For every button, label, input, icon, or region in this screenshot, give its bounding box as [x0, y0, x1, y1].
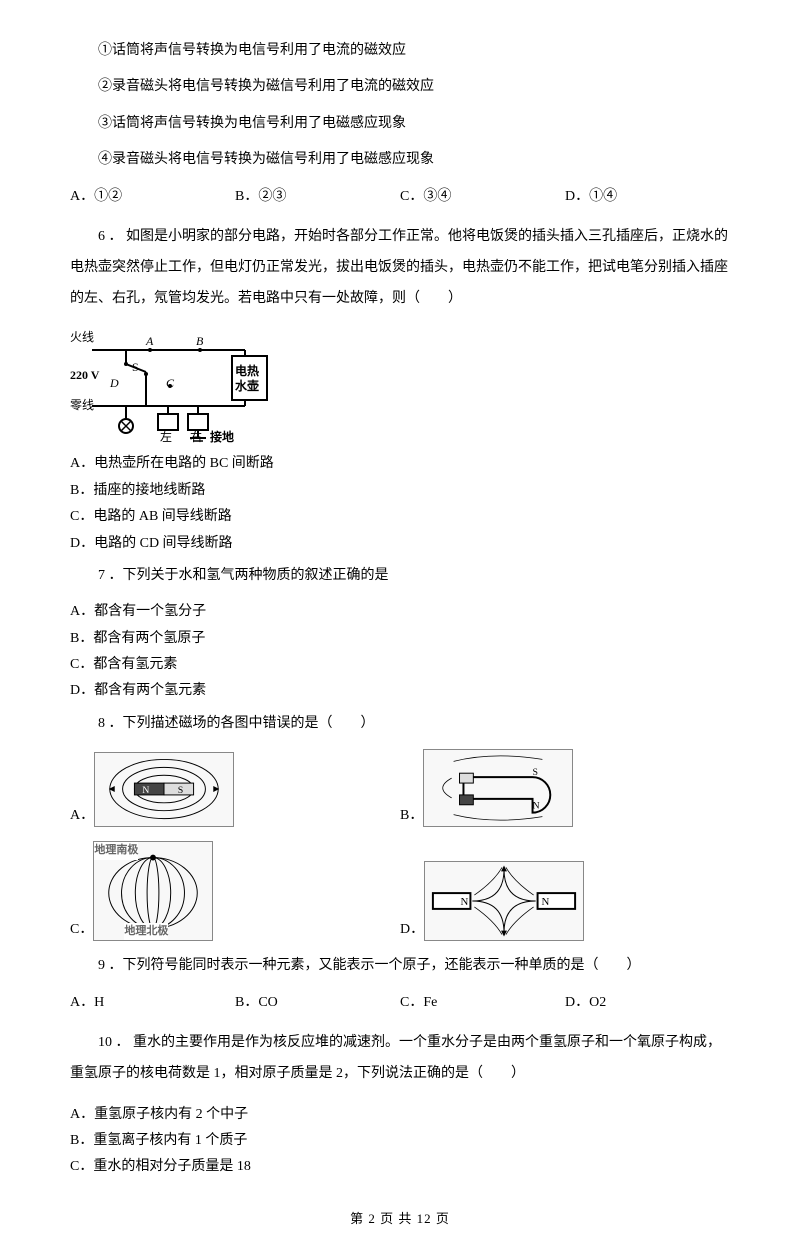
q6-text: 6 ． 如图是小明家的部分电路，开始时各部分工作正常。他将电饭煲的插头插入三孔插… — [70, 222, 730, 314]
q9-text: 9 ．下列符号能同时表示一种元素，又能表示一个原子，还能表示一种单质的是（ ） — [70, 955, 730, 977]
q5-stmt-4: ④录音磁头将电信号转换为磁信号利用了电磁感应现象 — [70, 149, 730, 171]
footer-page: 2 — [368, 1211, 376, 1226]
q6-opt-b: B．插座的接地线断路 — [70, 480, 730, 502]
circuit-right-label: 右 — [190, 428, 202, 447]
q6-opt-c: C．电路的 AB 间导线断路 — [70, 506, 730, 528]
svg-text:N: N — [142, 785, 149, 796]
q5-opt-d: D．①④ — [565, 186, 730, 208]
svg-text:N: N — [542, 896, 550, 908]
q8c-bottom-label: 地理北极 — [124, 923, 168, 941]
page-footer: 第 2 页 共 12 页 — [70, 1209, 730, 1230]
q8-row-2: C． 地理南极 地理北极 D． N N — [70, 841, 730, 941]
q10-opt-b: B．重氢离子核内有 1 个质子 — [70, 1130, 730, 1152]
footer-pre: 第 — [350, 1211, 368, 1226]
q8-figure-a: N S — [94, 752, 234, 827]
q5-opt-b: B．②③ — [235, 186, 400, 208]
q8-row-1: A． N S B． S N — [70, 749, 730, 827]
circuit-point-c: C — [166, 374, 174, 393]
q8-figure-d: N N — [424, 861, 584, 941]
q5-stmt-1: ①话筒将声信号转换为电信号利用了电流的磁效应 — [70, 40, 730, 62]
q6-opt-d: D．电路的 CD 间导线断路 — [70, 533, 730, 555]
q9-opt-d: D．O2 — [565, 992, 730, 1014]
q7-opt-b: B．都含有两个氢原子 — [70, 628, 730, 650]
circuit-kettle-label: 电热 水壶 — [235, 364, 259, 393]
circuit-fire-label: 火线 — [70, 328, 94, 347]
circuit-voltage-label: 220 V — [70, 366, 99, 385]
q6-opt-a: A．电热壶所在电路的 BC 间断路 — [70, 453, 730, 475]
q9-opt-c: C．Fe — [400, 992, 565, 1014]
footer-mid: 页 共 — [376, 1211, 417, 1226]
circuit-switch-s: S — [132, 358, 139, 377]
q8-text: 8 ．下列描述磁场的各图中错误的是（ ） — [70, 713, 730, 735]
q8-label-a: A． — [70, 805, 94, 827]
q7-opt-d: D．都含有两个氢元素 — [70, 680, 730, 702]
svg-text:N: N — [461, 896, 469, 908]
q5-options: A．①② B．②③ C．③④ D．①④ — [70, 186, 730, 208]
footer-total: 12 — [417, 1211, 432, 1226]
circuit-neutral-label: 零线 — [70, 396, 94, 415]
q5-stmt-2: ②录音磁头将电信号转换为磁信号利用了电流的磁效应 — [70, 76, 730, 98]
q6-circuit-diagram: 火线 220 V 零线 A B S D C 左 右 接地 电热 水壶 — [70, 328, 730, 443]
q7-opt-c: C．都含有氢元素 — [70, 654, 730, 676]
q8-label-d: D． — [400, 919, 424, 941]
q10-text: 10 ． 重水的主要作用是作为核反应堆的减速剂。一个重水分子是由两个重氢原子和一… — [70, 1028, 730, 1090]
q9-opt-a: A．H — [70, 992, 235, 1014]
q5-stmt-3: ③话筒将声信号转换为电信号利用了电磁感应现象 — [70, 113, 730, 135]
q10-opt-c: C．重水的相对分子质量是 18 — [70, 1156, 730, 1178]
q10-opt-a: A．重氢原子核内有 2 个中子 — [70, 1104, 730, 1126]
q8-figure-b: S N — [423, 749, 573, 827]
svg-text:S: S — [178, 785, 183, 796]
circuit-left-label: 左 — [160, 428, 172, 447]
circuit-point-a: A — [146, 332, 153, 351]
q8c-top-label: 地理南极 — [94, 842, 138, 860]
circuit-point-b: B — [196, 332, 203, 351]
q5-opt-c: C．③④ — [400, 186, 565, 208]
footer-post: 页 — [432, 1211, 450, 1226]
q7-text: 7 ．下列关于水和氢气两种物质的叙述正确的是 — [70, 565, 730, 587]
circuit-ground-label: 接地 — [210, 428, 234, 447]
q8-figure-c: 地理南极 地理北极 — [93, 841, 213, 941]
q9-options: A．H B．CO C．Fe D．O2 — [70, 992, 730, 1014]
q9-opt-b: B．CO — [235, 992, 400, 1014]
q7-opt-a: A．都含有一个氢分子 — [70, 601, 730, 623]
svg-text:N: N — [533, 801, 540, 812]
circuit-point-d: D — [110, 374, 119, 393]
q8-label-c: C． — [70, 919, 93, 941]
q8-label-b: B． — [400, 805, 423, 827]
q5-opt-a: A．①② — [70, 186, 235, 208]
svg-text:S: S — [533, 767, 538, 778]
